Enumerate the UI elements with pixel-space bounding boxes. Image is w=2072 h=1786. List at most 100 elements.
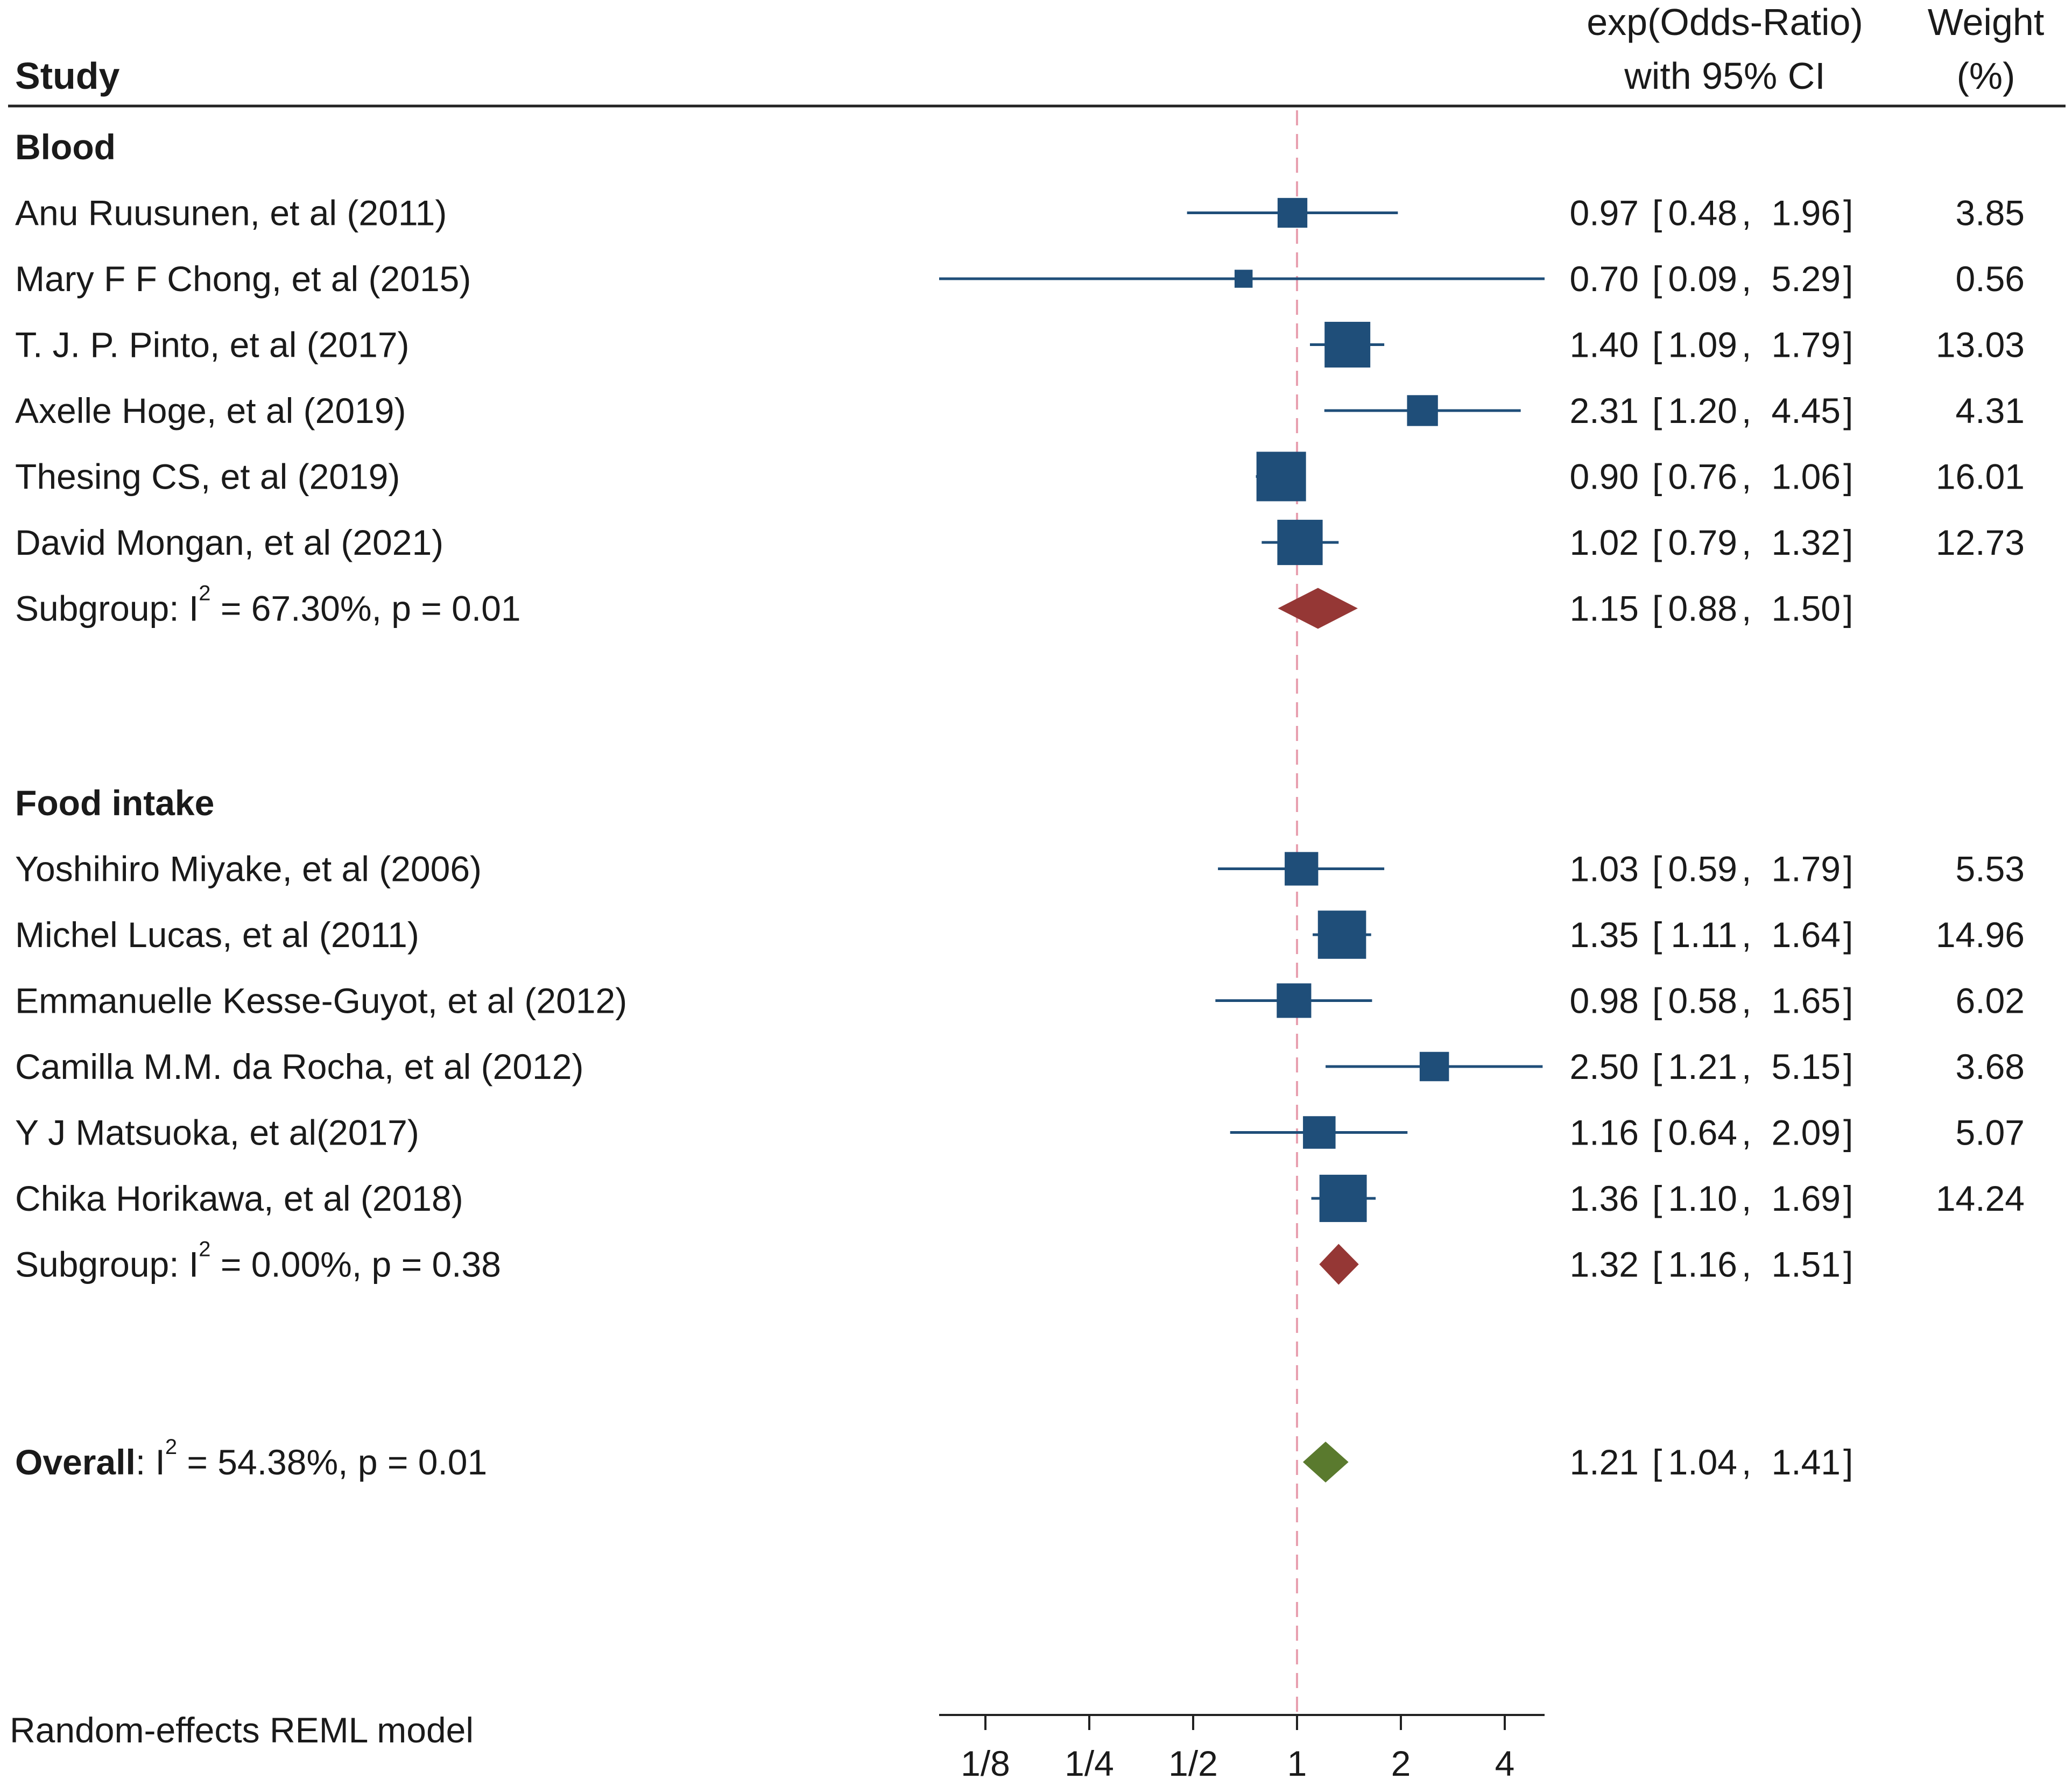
study-or-value: 1.35 bbox=[1570, 915, 1639, 955]
study-ci-upper: 5.15 bbox=[1772, 1047, 1841, 1086]
weight-square bbox=[1277, 519, 1323, 566]
overall-or-value: 1.21 bbox=[1570, 1442, 1639, 1482]
weight-value: 5.53 bbox=[1956, 849, 2025, 889]
study-or-value: 1.03 bbox=[1570, 849, 1639, 889]
study-or-value: 2.31 bbox=[1570, 391, 1639, 430]
subgroup-diamond bbox=[1278, 588, 1358, 629]
x-tick-label: 4 bbox=[1495, 1743, 1515, 1783]
forest-rows: Blood Anu Ruusunen, et al (2011) 0.97 [0.48… bbox=[15, 110, 2025, 1783]
subgroup-comma: , bbox=[1742, 589, 1751, 629]
weight-value: 14.96 bbox=[1936, 915, 2025, 955]
weight-value: 12.73 bbox=[1936, 523, 2025, 562]
study-comma: , bbox=[1742, 457, 1751, 497]
effect-column-header-line2: with 95% CI bbox=[1624, 55, 1825, 97]
study-or-value: 1.36 bbox=[1570, 1178, 1639, 1218]
study-close-bracket: ] bbox=[1843, 1178, 1853, 1218]
study-open-bracket: [ bbox=[1652, 457, 1662, 497]
study-comma: , bbox=[1742, 1047, 1751, 1086]
study-comma: , bbox=[1742, 523, 1751, 562]
overall-close-bracket: ] bbox=[1843, 1442, 1853, 1482]
group-heading: Blood bbox=[15, 127, 116, 167]
subgroup-open-bracket: [ bbox=[1652, 589, 1662, 629]
weight-value: 4.31 bbox=[1956, 391, 2025, 430]
study-name: Yoshihiro Miyake, et al (2006) bbox=[15, 849, 482, 889]
study-close-bracket: ] bbox=[1843, 915, 1853, 955]
weight-value: 6.02 bbox=[1956, 981, 2025, 1021]
weight-square bbox=[1419, 1051, 1449, 1082]
study-open-bracket: [ bbox=[1652, 1113, 1662, 1153]
weight-square bbox=[1407, 395, 1438, 426]
subgroup-or-value: 1.15 bbox=[1570, 589, 1639, 629]
weight-value: 3.68 bbox=[1956, 1047, 2025, 1086]
study-ci-lower: 0.76 bbox=[1668, 457, 1737, 497]
study-ci-upper: 1.64 bbox=[1772, 915, 1841, 955]
overall-open-bracket: [ bbox=[1652, 1442, 1662, 1482]
weight-square bbox=[1277, 197, 1308, 228]
study-ci-upper: 2.09 bbox=[1772, 1113, 1841, 1153]
study-ci-lower: 1.20 bbox=[1668, 391, 1737, 430]
study-name: T. J. P. Pinto, et al (2017) bbox=[15, 325, 410, 365]
weight-value: 0.56 bbox=[1956, 259, 2025, 299]
study-or-value: 0.90 bbox=[1570, 457, 1639, 497]
weight-square bbox=[1285, 852, 1319, 886]
study-open-bracket: [ bbox=[1652, 915, 1662, 955]
study-ci-upper: 1.79 bbox=[1772, 325, 1841, 365]
study-open-bracket: [ bbox=[1652, 325, 1662, 365]
weight-value: 3.85 bbox=[1956, 193, 2025, 233]
study-name: Emmanuelle Kesse-Guyot, et al (2012) bbox=[15, 981, 627, 1021]
study-ci-lower: 0.79 bbox=[1668, 523, 1737, 562]
group-heading: Food intake bbox=[15, 783, 214, 823]
weight-value: 5.07 bbox=[1956, 1113, 2025, 1153]
study-comma: , bbox=[1742, 391, 1751, 430]
x-tick-label: 1/8 bbox=[961, 1743, 1010, 1783]
study-close-bracket: ] bbox=[1843, 259, 1853, 299]
study-close-bracket: ] bbox=[1843, 457, 1853, 497]
weight-square bbox=[1256, 451, 1306, 502]
x-tick-label: 1 bbox=[1287, 1743, 1307, 1783]
study-or-value: 1.02 bbox=[1570, 523, 1639, 562]
study-open-bracket: [ bbox=[1652, 523, 1662, 562]
study-comma: , bbox=[1742, 193, 1751, 233]
overall-comma: , bbox=[1742, 1442, 1751, 1482]
overall-ci-lower: 1.04 bbox=[1668, 1442, 1737, 1482]
study-open-bracket: [ bbox=[1652, 849, 1662, 889]
study-name: Thesing CS, et al (2019) bbox=[15, 457, 400, 497]
study-ci-upper: 1.69 bbox=[1772, 1178, 1841, 1218]
study-open-bracket: [ bbox=[1652, 193, 1662, 233]
study-comma: , bbox=[1742, 1178, 1751, 1218]
study-ci-lower: 1.09 bbox=[1668, 325, 1737, 365]
study-ci-lower: 0.48 bbox=[1668, 193, 1737, 233]
study-close-bracket: ] bbox=[1843, 981, 1853, 1021]
study-close-bracket: ] bbox=[1843, 523, 1853, 562]
weight-square bbox=[1319, 1175, 1367, 1222]
subgroup-close-bracket: ] bbox=[1843, 589, 1853, 629]
study-name: Michel Lucas, et al (2011) bbox=[15, 915, 419, 955]
study-comma: , bbox=[1742, 259, 1751, 299]
weight-value: 16.01 bbox=[1936, 457, 2025, 497]
study-ci-upper: 1.96 bbox=[1772, 193, 1841, 233]
study-ci-lower: 0.58 bbox=[1668, 981, 1737, 1021]
study-close-bracket: ] bbox=[1843, 391, 1853, 430]
subgroup-ci-upper: 1.50 bbox=[1772, 589, 1841, 629]
weight-square bbox=[1234, 270, 1253, 288]
study-ci-upper: 1.32 bbox=[1772, 523, 1841, 562]
weight-column-header-line1: Weight bbox=[1928, 1, 2045, 43]
study-open-bracket: [ bbox=[1652, 391, 1662, 430]
study-comma: , bbox=[1742, 1113, 1751, 1153]
study-comma: , bbox=[1742, 325, 1751, 365]
study-close-bracket: ] bbox=[1843, 193, 1853, 233]
weight-square bbox=[1324, 322, 1371, 368]
study-open-bracket: [ bbox=[1652, 981, 1662, 1021]
study-open-bracket: [ bbox=[1652, 1178, 1662, 1218]
subgroup-ci-lower: 1.16 bbox=[1668, 1245, 1737, 1284]
subgroup-or-value: 1.32 bbox=[1570, 1245, 1639, 1284]
overall-label: Overall: I2 = 54.38%, p = 0.01 bbox=[15, 1435, 487, 1482]
study-ci-lower: 0.59 bbox=[1668, 849, 1737, 889]
study-open-bracket: [ bbox=[1652, 1047, 1662, 1086]
study-comma: , bbox=[1742, 981, 1751, 1021]
subgroup-ci-upper: 1.51 bbox=[1772, 1245, 1841, 1284]
study-close-bracket: ] bbox=[1843, 1113, 1853, 1153]
study-ci-lower: 1.11 bbox=[1671, 915, 1737, 955]
subgroup-open-bracket: [ bbox=[1652, 1245, 1662, 1284]
